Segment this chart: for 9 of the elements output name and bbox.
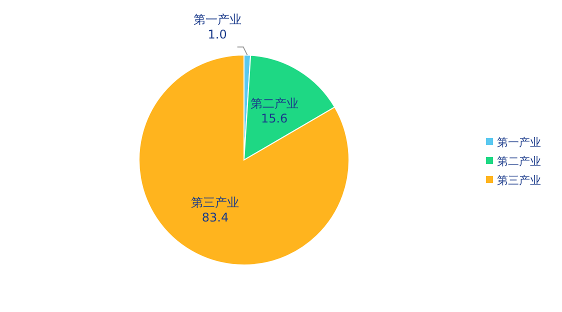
legend-label: 第三产业 [497, 174, 541, 187]
slice-label: 第一产业 [193, 12, 242, 27]
data-label: 1.0 [208, 28, 227, 42]
slice-label: 第二产业 [250, 96, 298, 110]
legend-label: 第一产业 [497, 136, 541, 149]
data-label: 83.4 [202, 210, 229, 225]
data-label: 15.6 [260, 111, 288, 126]
slice-label: 第三产业 [191, 196, 240, 210]
legend-label: 第二产业 [497, 155, 541, 168]
